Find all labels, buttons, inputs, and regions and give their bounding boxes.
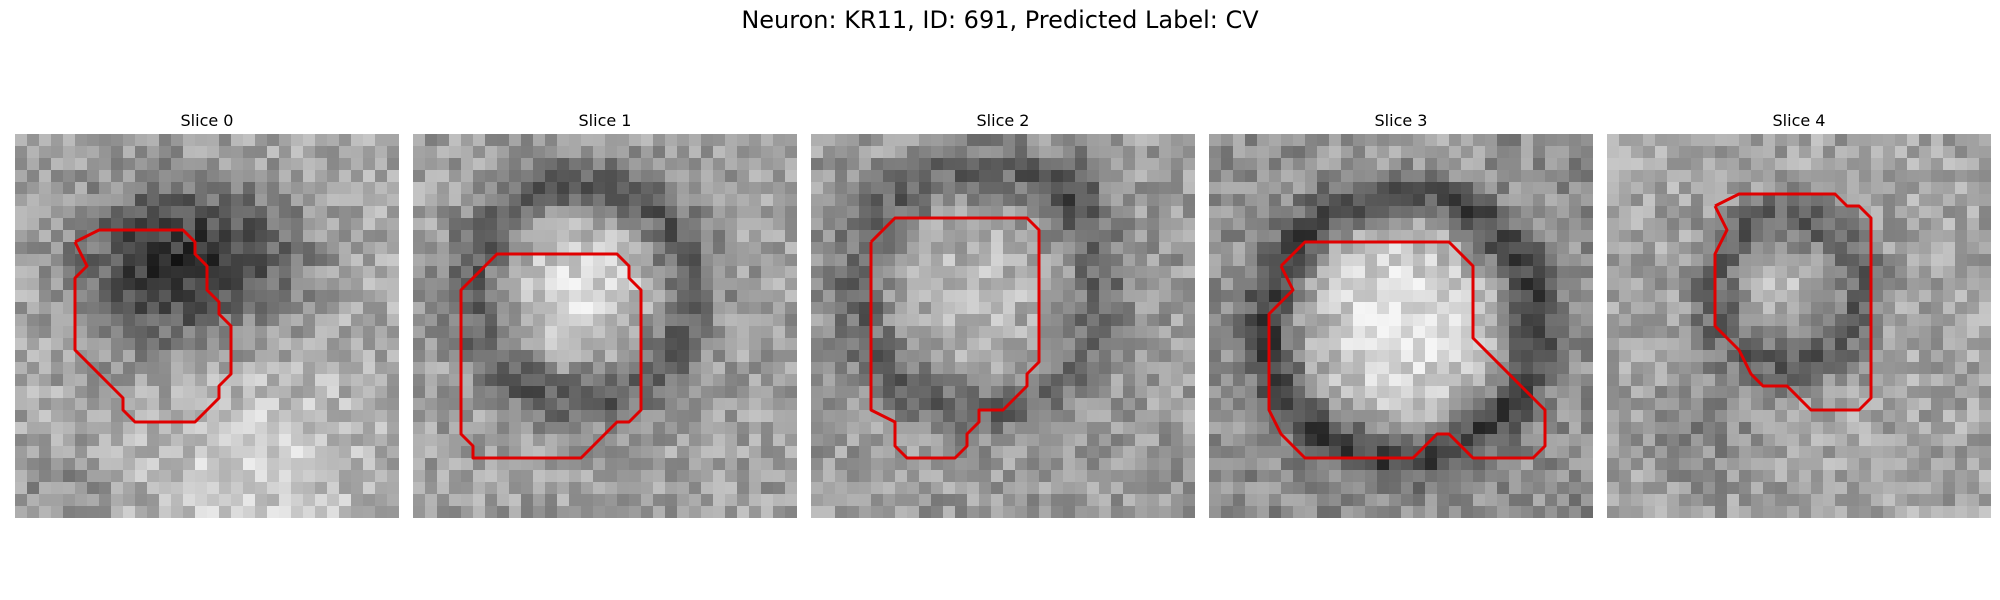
slice-panel-2: Slice 2: [811, 108, 1195, 518]
slice-panel-0: Slice 0: [15, 108, 399, 518]
slice-image: [1607, 134, 1991, 518]
slice-title: Slice 4: [1772, 111, 1826, 130]
slice-image: [811, 134, 1195, 518]
slice-title: Slice 1: [578, 111, 632, 130]
slice-title: Slice 0: [180, 111, 234, 130]
slice-image: [1209, 134, 1593, 518]
slice-title: Slice 2: [976, 111, 1030, 130]
slice-panel-4: Slice 4: [1607, 108, 1991, 518]
slice-image: [15, 134, 399, 518]
slice-panel-1: Slice 1: [413, 108, 797, 518]
slice-image: [413, 134, 797, 518]
slice-title: Slice 3: [1374, 111, 1428, 130]
figure-title: Neuron: KR11, ID: 691, Predicted Label: …: [741, 6, 1259, 34]
slice-panel-3: Slice 3: [1209, 108, 1593, 518]
